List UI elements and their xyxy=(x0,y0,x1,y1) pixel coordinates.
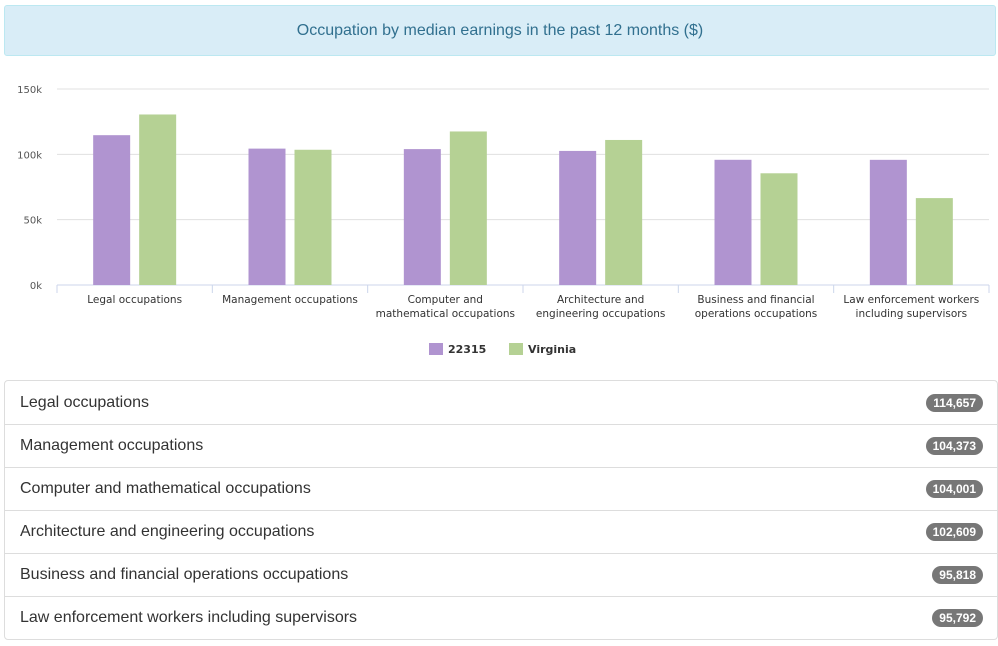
x-category-label: mathematical occupations xyxy=(376,308,515,320)
bar-state xyxy=(139,114,177,285)
chart-header: Occupation by median earnings in the pas… xyxy=(4,5,996,56)
list-item-label: Business and financial operations occupa… xyxy=(20,566,349,583)
x-category-label: engineering occupations xyxy=(536,308,665,320)
value-badge: 102,609 xyxy=(925,523,983,541)
bar-chart: 0k 50k 100k 150k Legal occupations Management… xyxy=(0,70,998,370)
list-item: Law enforcement workers including superv… xyxy=(5,596,997,639)
list-item: Business and financial operations occupa… xyxy=(5,553,997,596)
x-category-label: operations occupations xyxy=(695,308,818,320)
bar-zip xyxy=(248,148,286,285)
bar-state xyxy=(449,131,487,285)
list-item-label: Law enforcement workers including superv… xyxy=(20,609,358,626)
legend-swatch xyxy=(429,343,443,355)
bar-zip xyxy=(403,149,441,285)
x-category-label: Business and financial xyxy=(697,294,814,306)
legend-label: 22315 xyxy=(448,343,486,356)
page-title: Occupation by median earnings in the pas… xyxy=(296,21,704,39)
list-item: Legal occupations 114,657 xyxy=(5,381,997,424)
bar-state xyxy=(605,139,643,285)
value-badge: 95,818 xyxy=(932,566,983,584)
list-item: Management occupations 104,373 xyxy=(5,424,997,467)
x-category-label: Law enforcement workers xyxy=(843,294,979,306)
bar-state xyxy=(294,149,332,285)
bar-zip xyxy=(559,150,597,285)
list-item: Computer and mathematical occupations 10… xyxy=(5,467,997,510)
bar-zip xyxy=(714,159,752,285)
legend-swatch xyxy=(509,343,523,355)
y-tick-label: 50k xyxy=(23,216,42,227)
list-item-label: Computer and mathematical occupations xyxy=(20,480,311,497)
value-badge: 104,001 xyxy=(925,480,983,498)
x-category-label: Management occupations xyxy=(222,294,358,306)
value-badge: 104,373 xyxy=(925,437,983,455)
value-badge: 114,657 xyxy=(926,393,983,412)
bar-state xyxy=(760,173,798,285)
x-category-label: Architecture and xyxy=(557,294,644,306)
bar-zip xyxy=(93,135,131,285)
y-tick-label: 150k xyxy=(17,85,42,96)
list-item: Architecture and engineering occupations… xyxy=(5,510,997,553)
x-category-label: including supervisors xyxy=(856,308,968,320)
list-item-label: Architecture and engineering occupations xyxy=(20,523,315,540)
list-item-label: Management occupations xyxy=(20,437,204,454)
occupation-list: Legal occupations 114,657 Management occ… xyxy=(4,380,998,640)
list-item-label: Legal occupations xyxy=(20,393,149,411)
x-category-label: Computer and xyxy=(408,294,483,306)
bar-zip xyxy=(869,159,907,285)
y-tick-label: 0k xyxy=(30,281,42,292)
bar-state xyxy=(915,198,953,285)
y-tick-label: 100k xyxy=(17,150,42,161)
bar-chart-svg: 0k 50k 100k 150k Legal occupations Management… xyxy=(17,85,990,356)
value-badge: 95,792 xyxy=(932,609,983,627)
x-category-label: Legal occupations xyxy=(87,294,182,306)
legend-label: Virginia xyxy=(528,343,576,356)
